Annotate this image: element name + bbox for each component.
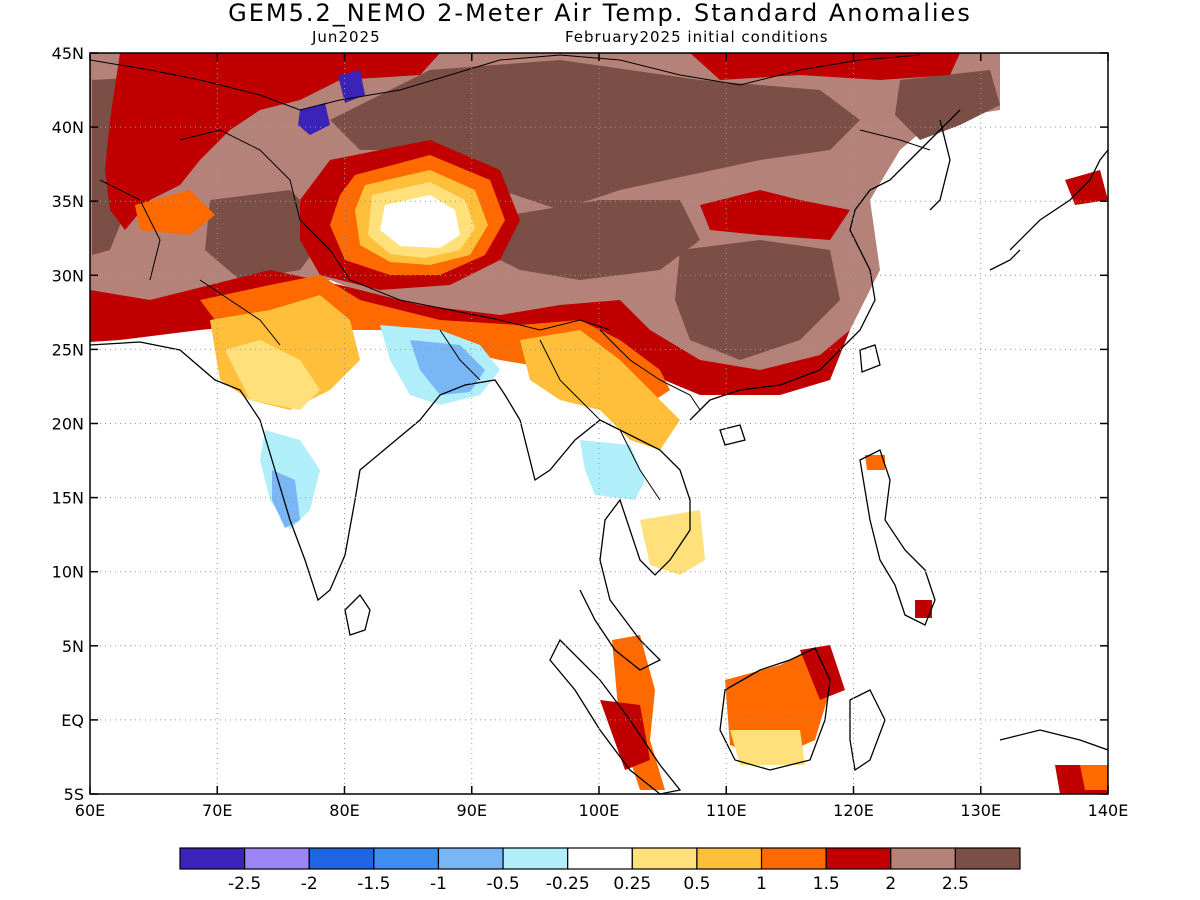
light-blue-region-thailand bbox=[580, 440, 645, 500]
colorbar-swatch bbox=[696, 847, 763, 870]
y-tick-label: EQ bbox=[61, 711, 84, 730]
colorbar-label: 0.5 bbox=[683, 874, 710, 894]
colorbar-label: -0.5 bbox=[486, 874, 519, 894]
coastlines bbox=[90, 109, 1108, 794]
x-tick-label: 140E bbox=[1088, 801, 1129, 820]
x-axis: 60E 70E 80E 90E 100E 110E 120E 130E 140E bbox=[75, 53, 1129, 820]
yellow-region-seasia bbox=[640, 510, 705, 575]
forecast-month: Jun2025 bbox=[312, 28, 381, 46]
y-tick-label: 10N bbox=[52, 563, 84, 582]
y-tick-label: 25N bbox=[52, 340, 84, 359]
colorbar-swatch bbox=[825, 847, 892, 870]
country-borders bbox=[90, 54, 931, 501]
x-tick-label: 110E bbox=[706, 801, 747, 820]
dark-brown-region-china bbox=[675, 240, 840, 360]
colorbar-label: 2.5 bbox=[942, 874, 969, 894]
colorbar-swatch bbox=[760, 847, 827, 870]
dark-red-region-mid bbox=[700, 190, 850, 240]
chart-title: GEM5.2_NEMO 2-Meter Air Temp. Standard A… bbox=[228, 0, 972, 27]
dark-brown-region-central bbox=[330, 60, 860, 210]
red-orange-region-newguinea bbox=[1080, 765, 1108, 790]
dark-brown-region-tibet bbox=[480, 200, 700, 280]
y-tick-label: 20N bbox=[52, 415, 84, 434]
dark-red-region-ne bbox=[690, 53, 960, 80]
colorbar-label: 0.25 bbox=[613, 874, 651, 894]
colorbar-label: -2 bbox=[301, 874, 318, 894]
orange-region-myanmar bbox=[520, 330, 680, 450]
colorbar-swatch bbox=[244, 847, 310, 870]
initial-conditions: February2025 initial conditions bbox=[565, 28, 829, 46]
colorbar-label: 2 bbox=[885, 874, 896, 894]
white-region-arc bbox=[380, 195, 460, 248]
colorbar-swatch bbox=[631, 847, 698, 870]
colorbar: -2.5 -2 -1.5 -1 -0.5 -0.25 0.25 0.5 1 1.5 2 2.5 bbox=[179, 847, 1021, 894]
colorbar-swatch bbox=[308, 847, 375, 870]
dark-red-region-japan bbox=[1065, 170, 1108, 205]
colorbar-label: -2.5 bbox=[228, 874, 261, 894]
blue-region-bay bbox=[410, 340, 485, 395]
colorbar-swatch bbox=[890, 847, 956, 870]
y-tick-label: 40N bbox=[52, 118, 84, 137]
dark-red-region-borneo bbox=[800, 645, 845, 700]
y-tick-label: 5S bbox=[64, 785, 84, 804]
x-tick-label: 120E bbox=[833, 801, 874, 820]
colorbar-label: -1 bbox=[430, 874, 447, 894]
colorbar-swatch bbox=[567, 847, 633, 870]
x-tick-label: 130E bbox=[960, 801, 1001, 820]
y-tick-label: 5N bbox=[62, 637, 84, 656]
colorbar-swatch bbox=[437, 847, 504, 870]
y-tick-label: 35N bbox=[52, 192, 84, 211]
colorbar-swatch bbox=[373, 847, 440, 870]
dark-red-region-mindanao bbox=[915, 600, 932, 618]
dark-brown-region-east bbox=[895, 70, 1000, 140]
colorbar-swatch bbox=[179, 847, 246, 870]
dark-red-region-sumatra bbox=[600, 700, 650, 770]
anomaly-field bbox=[90, 53, 1108, 794]
y-tick-label: 45N bbox=[52, 44, 84, 63]
colorbar-swatch bbox=[502, 847, 569, 870]
colorbar-label: 1.5 bbox=[813, 874, 840, 894]
colorbar-label: -0.25 bbox=[546, 874, 590, 894]
y-tick-label: 15N bbox=[52, 489, 84, 508]
dark-brown-region-tarim bbox=[205, 190, 330, 280]
yellow-region-borneo bbox=[730, 730, 805, 765]
x-tick-label: 60E bbox=[75, 801, 105, 820]
x-tick-label: 70E bbox=[202, 801, 232, 820]
x-tick-label: 80E bbox=[329, 801, 359, 820]
colorbar-swatch bbox=[954, 847, 1021, 870]
yellow-region-india bbox=[225, 340, 320, 410]
y-axis: 45N 40N 35N 30N 25N 20N 15N 10N 5N EQ 5S bbox=[52, 44, 1108, 804]
orange-region-philippines bbox=[865, 455, 885, 470]
colorbar-label: -1.5 bbox=[357, 874, 390, 894]
x-tick-label: 90E bbox=[457, 801, 487, 820]
colorbar-label: 1 bbox=[756, 874, 767, 894]
y-tick-label: 30N bbox=[52, 266, 84, 285]
dark-red-region-north bbox=[105, 53, 440, 230]
x-tick-label: 100E bbox=[579, 801, 620, 820]
